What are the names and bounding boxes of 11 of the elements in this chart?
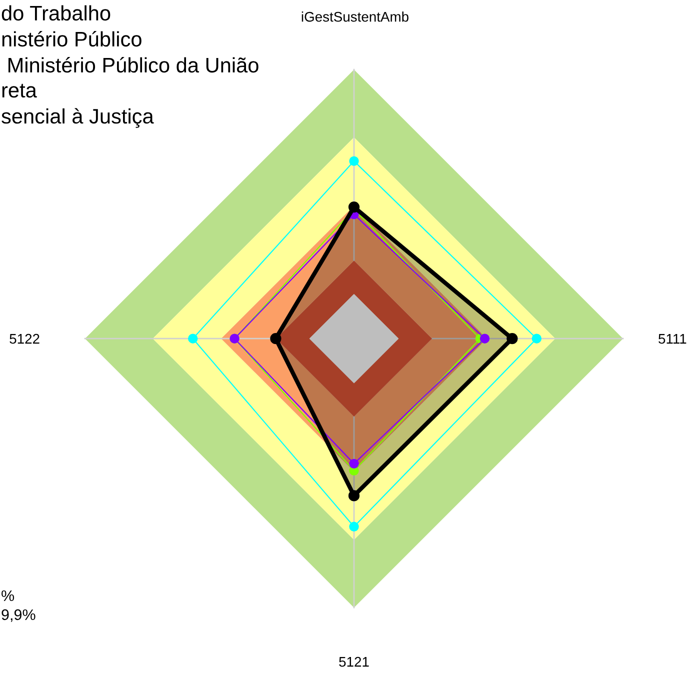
text: reta [2,84,37,98]
spoke-label: 5122 [10,334,40,344]
text: Ministério Público da União [8,57,258,73]
text: 9,9% [2,609,36,622]
spoke-label: 5111 [658,334,686,344]
spoke-label: iGestSustentAmb [302,12,408,22]
text: nistério Público [2,31,142,47]
text: % [2,590,14,602]
spoke-label: 5121 [339,656,369,667]
text: do Trabalho [2,5,110,21]
text: sencial à Justiça [2,108,154,128]
